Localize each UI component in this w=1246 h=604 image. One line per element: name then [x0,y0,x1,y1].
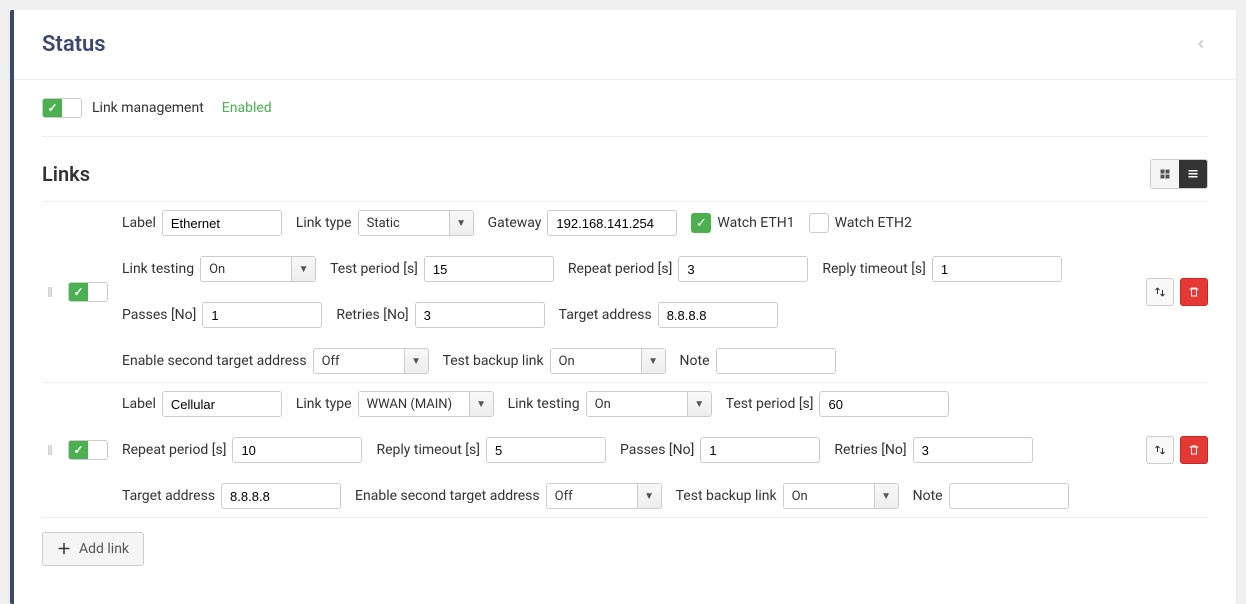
link-testing-select[interactable]: On▼ [586,391,712,417]
gateway-label: Gateway [488,215,542,231]
target-address-input[interactable] [658,302,778,328]
link-management-toggle[interactable]: ✓ [42,98,82,118]
target-address-input[interactable] [221,483,341,509]
link-type-label: Link type [296,215,352,231]
plus-icon: ＋ [57,539,71,559]
link-type-label: Link type [296,396,352,412]
retries-input[interactable] [415,302,545,328]
add-link-button[interactable]: ＋ Add link [42,532,144,566]
link-row: ‖ ✓ Label Link type Static▼ Gateway ✓ Wa… [42,201,1208,382]
label-label: Label [122,215,156,231]
link-enable-toggle[interactable]: ✓ [68,282,108,302]
label-label: Label [122,396,156,412]
page-title: Status [42,32,106,57]
link-enable-toggle[interactable]: ✓ [68,440,108,460]
chevron-down-icon: ▼ [469,392,493,416]
add-link-label: Add link [79,541,129,557]
drag-handle-icon[interactable]: ‖ [42,284,58,301]
link-testing-label: Link testing [508,396,580,412]
delete-button[interactable] [1180,278,1208,306]
link-testing-label: Link testing [122,261,194,277]
gateway-input[interactable] [547,210,677,236]
reply-timeout-input[interactable] [486,437,606,463]
chevron-down-icon: ▼ [449,211,473,235]
link-management-label: Link management [92,100,204,116]
repeat-period-label: Repeat period [s] [122,442,226,458]
reply-timeout-input[interactable] [932,256,1062,282]
note-label: Note [680,353,710,369]
target-address-label: Target address [122,488,215,504]
view-toggle [1150,159,1208,189]
chevron-down-icon: ▼ [687,392,711,416]
retries-label: Retries [No] [834,442,906,458]
passes-input[interactable] [202,302,322,328]
passes-label: Passes [No] [620,442,694,458]
watch-eth1-checkbox[interactable]: ✓ [691,213,711,233]
watch-eth2-checkbox[interactable] [809,213,829,233]
test-backup-label: Test backup link [676,488,777,504]
grid-view-button[interactable] [1151,160,1179,188]
test-backup-label: Test backup link [443,353,544,369]
link-type-select[interactable]: WWAN (MAIN)▼ [358,391,494,417]
link-testing-select[interactable]: On▼ [200,256,316,282]
watch-eth1-label: Watch ETH1 [717,215,794,231]
passes-input[interactable] [700,437,820,463]
drag-handle-icon[interactable]: ‖ [42,442,58,459]
test-backup-select[interactable]: On▼ [550,348,666,374]
retries-label: Retries [No] [336,307,408,323]
status-panel: Status ✓ Link management Enabled Links [10,10,1236,604]
delete-button[interactable] [1180,436,1208,464]
watch-eth2-label: Watch ETH2 [835,215,912,231]
test-period-input[interactable] [424,256,554,282]
link-type-select[interactable]: Static▼ [358,210,474,236]
link-management-status: Enabled [222,100,272,116]
note-label: Note [913,488,943,504]
collapse-icon[interactable] [1194,32,1208,57]
repeat-period-label: Repeat period [s] [568,261,672,277]
link-management-row: ✓ Link management Enabled [42,80,1208,137]
enable-second-select[interactable]: Off▼ [546,483,662,509]
test-period-label: Test period [s] [726,396,814,412]
reply-timeout-label: Reply timeout [s] [376,442,480,458]
label-input[interactable] [162,391,282,417]
chevron-down-icon: ▼ [874,484,898,508]
passes-label: Passes [No] [122,307,196,323]
repeat-period-input[interactable] [232,437,362,463]
chevron-down-icon: ▼ [291,257,315,281]
reply-timeout-label: Reply timeout [s] [822,261,926,277]
note-input[interactable] [716,348,836,374]
chevron-down-icon: ▼ [637,484,661,508]
repeat-period-input[interactable] [678,256,808,282]
list-view-button[interactable] [1179,160,1207,188]
test-period-input[interactable] [819,391,949,417]
note-input[interactable] [949,483,1069,509]
swap-button[interactable] [1146,436,1174,464]
label-input[interactable] [162,210,282,236]
retries-input[interactable] [913,437,1033,463]
enable-second-select[interactable]: Off▼ [313,348,429,374]
links-section-title: Links [42,162,90,186]
enable-second-label: Enable second target address [355,488,540,504]
enable-second-label: Enable second target address [122,353,307,369]
chevron-down-icon: ▼ [641,349,665,373]
test-backup-select[interactable]: On▼ [783,483,899,509]
chevron-down-icon: ▼ [404,349,428,373]
swap-button[interactable] [1146,278,1174,306]
target-address-label: Target address [559,307,652,323]
link-row: ‖ ✓ Label Link type WWAN (MAIN)▼ Link te… [42,382,1208,517]
test-period-label: Test period [s] [330,261,418,277]
